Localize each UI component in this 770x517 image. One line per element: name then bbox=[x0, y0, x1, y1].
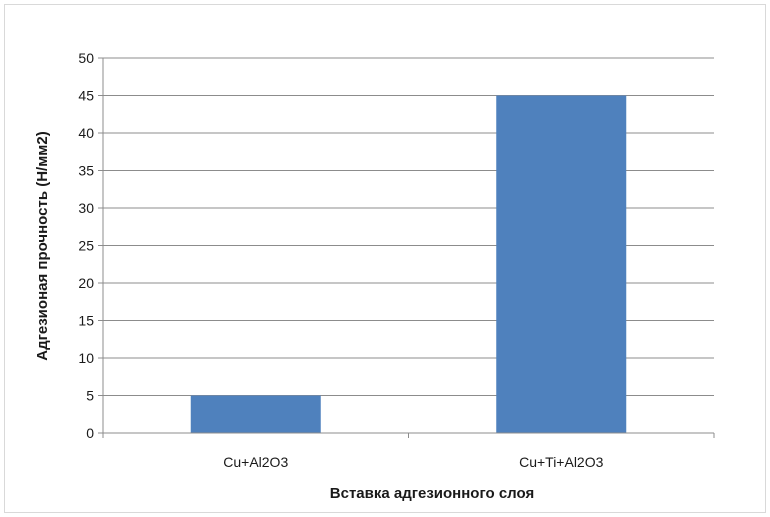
y-tick-label: 35 bbox=[78, 163, 94, 179]
y-tick-label: 40 bbox=[78, 125, 94, 141]
y-axis-title: Адгезионая прочность (Н/мм2) bbox=[34, 131, 51, 360]
y-tick-label: 45 bbox=[78, 88, 94, 104]
bars bbox=[190, 95, 627, 433]
x-tick-label: Cu+Al2O3 bbox=[223, 454, 288, 470]
y-tick-label: 10 bbox=[78, 350, 94, 366]
x-axis-title: Вставка адгезионного слоя bbox=[330, 485, 534, 502]
y-tick-label: 30 bbox=[78, 200, 94, 216]
y-tick-label: 5 bbox=[86, 388, 94, 404]
y-tick-labels: 0 5 10 15 20 25 30 35 40 45 50 bbox=[78, 50, 94, 441]
axes bbox=[102, 58, 715, 438]
y-tick-label: 0 bbox=[86, 425, 94, 441]
y-tick-label: 50 bbox=[78, 50, 94, 66]
y-tick-label: 25 bbox=[78, 238, 94, 254]
bar bbox=[496, 95, 627, 433]
chart-area bbox=[4, 4, 766, 513]
x-tick-label: Cu+Ti+Al2O3 bbox=[519, 454, 604, 470]
x-tick-labels: Cu+Al2O3 Cu+Ti+Al2O3 bbox=[223, 454, 603, 470]
bar bbox=[190, 395, 321, 433]
y-tick-label: 15 bbox=[78, 313, 94, 329]
y-tick-label: 20 bbox=[78, 275, 94, 291]
